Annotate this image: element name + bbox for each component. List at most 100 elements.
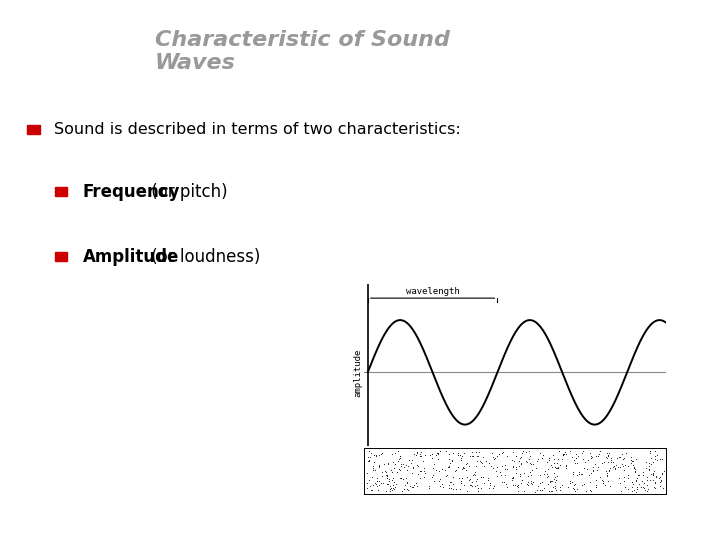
- Point: [644, 459, 655, 468]
- Point: [506, 474, 518, 482]
- Point: [375, 479, 387, 488]
- Point: [400, 461, 412, 470]
- Point: [408, 483, 419, 491]
- Point: [485, 461, 497, 470]
- Point: [395, 453, 406, 462]
- Point: [433, 477, 445, 485]
- Point: [513, 457, 525, 465]
- Point: [654, 482, 666, 490]
- Point: [491, 472, 503, 481]
- Point: [606, 453, 617, 462]
- Point: [382, 471, 393, 480]
- Point: [447, 448, 459, 457]
- Point: [549, 483, 560, 492]
- Point: [561, 462, 572, 470]
- Point: [546, 477, 557, 485]
- Point: [469, 481, 481, 490]
- Point: [522, 481, 534, 490]
- Point: [618, 477, 630, 485]
- Point: [552, 463, 563, 472]
- Point: [562, 483, 574, 491]
- Point: [426, 449, 438, 458]
- Point: [648, 467, 660, 475]
- Point: [441, 472, 452, 481]
- Point: [507, 461, 518, 470]
- Point: [475, 473, 487, 482]
- Point: [375, 450, 387, 458]
- Point: [573, 470, 585, 478]
- Point: [366, 486, 377, 495]
- Point: [552, 455, 564, 463]
- Point: [552, 463, 564, 471]
- Point: [577, 447, 589, 456]
- Point: [616, 460, 627, 469]
- Point: [627, 457, 639, 465]
- Point: [513, 462, 525, 471]
- Point: [495, 470, 507, 479]
- Point: [500, 471, 511, 480]
- Point: [618, 454, 629, 462]
- Point: [489, 454, 500, 463]
- Point: [658, 484, 670, 493]
- Point: [595, 472, 606, 481]
- Point: [631, 483, 643, 491]
- Point: [543, 480, 554, 489]
- Point: [379, 460, 390, 469]
- Point: [654, 478, 666, 487]
- Point: [469, 468, 480, 476]
- Point: [614, 453, 626, 462]
- Point: [400, 474, 412, 482]
- Point: [381, 474, 392, 482]
- Point: [401, 485, 413, 494]
- Point: [644, 465, 655, 474]
- Point: [499, 461, 510, 469]
- Point: [568, 485, 580, 494]
- Point: [548, 483, 559, 492]
- Point: [649, 484, 661, 492]
- Point: [445, 478, 456, 487]
- Point: [525, 458, 536, 467]
- Point: [508, 447, 519, 456]
- Point: [482, 475, 493, 484]
- Point: [636, 483, 648, 492]
- Point: [435, 475, 446, 484]
- Point: [560, 464, 572, 472]
- Point: [415, 467, 426, 476]
- Point: [649, 483, 660, 492]
- Point: [402, 462, 414, 470]
- Point: [628, 464, 639, 473]
- Point: [501, 464, 513, 473]
- Point: [386, 476, 397, 484]
- Point: [406, 456, 418, 464]
- Point: [617, 455, 629, 463]
- Point: [464, 481, 476, 489]
- Point: [462, 472, 473, 481]
- Point: [408, 463, 419, 471]
- Point: [512, 481, 523, 489]
- Point: [529, 487, 541, 496]
- Point: [535, 485, 546, 494]
- Point: [518, 468, 529, 477]
- Point: [600, 467, 611, 476]
- Point: [557, 450, 569, 458]
- Point: [431, 466, 442, 475]
- Point: [608, 462, 619, 471]
- Text: Characteristic of Sound
Waves: Characteristic of Sound Waves: [155, 30, 450, 73]
- Point: [629, 467, 640, 475]
- Point: [513, 482, 524, 491]
- Point: [647, 470, 659, 479]
- Point: [480, 456, 492, 465]
- Point: [472, 474, 483, 483]
- Point: [618, 472, 630, 481]
- Point: [366, 485, 378, 494]
- Point: [491, 463, 503, 472]
- Point: [521, 457, 532, 466]
- Point: [650, 472, 662, 481]
- Point: [601, 454, 613, 462]
- Point: [492, 452, 503, 461]
- Point: [590, 483, 602, 491]
- Point: [468, 469, 480, 478]
- Point: [520, 457, 531, 465]
- Point: [543, 454, 554, 462]
- Point: [477, 453, 488, 462]
